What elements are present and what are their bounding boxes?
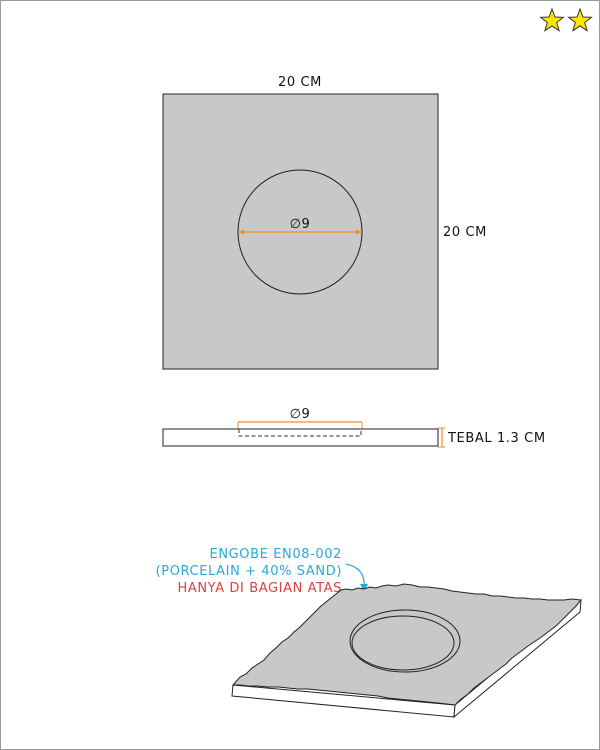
star-icon <box>567 7 593 32</box>
engobe-composition-note: (PORCELAIN + 40% SAND) <box>156 564 342 579</box>
engobe-note: ENGOBE EN08-002 <box>210 547 343 562</box>
top-view: 20 CM ∅9 20 CM <box>162 75 487 370</box>
perspective-view: ENGOBE EN08-002 (PORCELAIN + 40% SAND) H… <box>156 547 582 719</box>
dimension-arrow-right <box>356 229 362 235</box>
side-view: ∅9 TEBAL 1.3 CM <box>162 407 546 448</box>
top-width-label: 20 CM <box>278 75 322 90</box>
dimension-arrow-left <box>238 229 244 235</box>
top-hole-label: ∅9 <box>290 217 311 232</box>
thickness-label: TEBAL 1.3 CM <box>447 431 546 446</box>
star-icon <box>539 7 565 32</box>
top-only-note: HANYA DI BAGIAN ATAS <box>177 581 342 596</box>
hole-floor <box>351 615 455 671</box>
rating-stars <box>539 7 593 32</box>
hole-depth-hidden-line <box>238 429 362 437</box>
top-height-label: 20 CM <box>443 225 487 240</box>
leader-arrow-icon <box>360 584 368 592</box>
tile-side-view <box>162 428 439 447</box>
side-hole-label: ∅9 <box>290 407 311 422</box>
